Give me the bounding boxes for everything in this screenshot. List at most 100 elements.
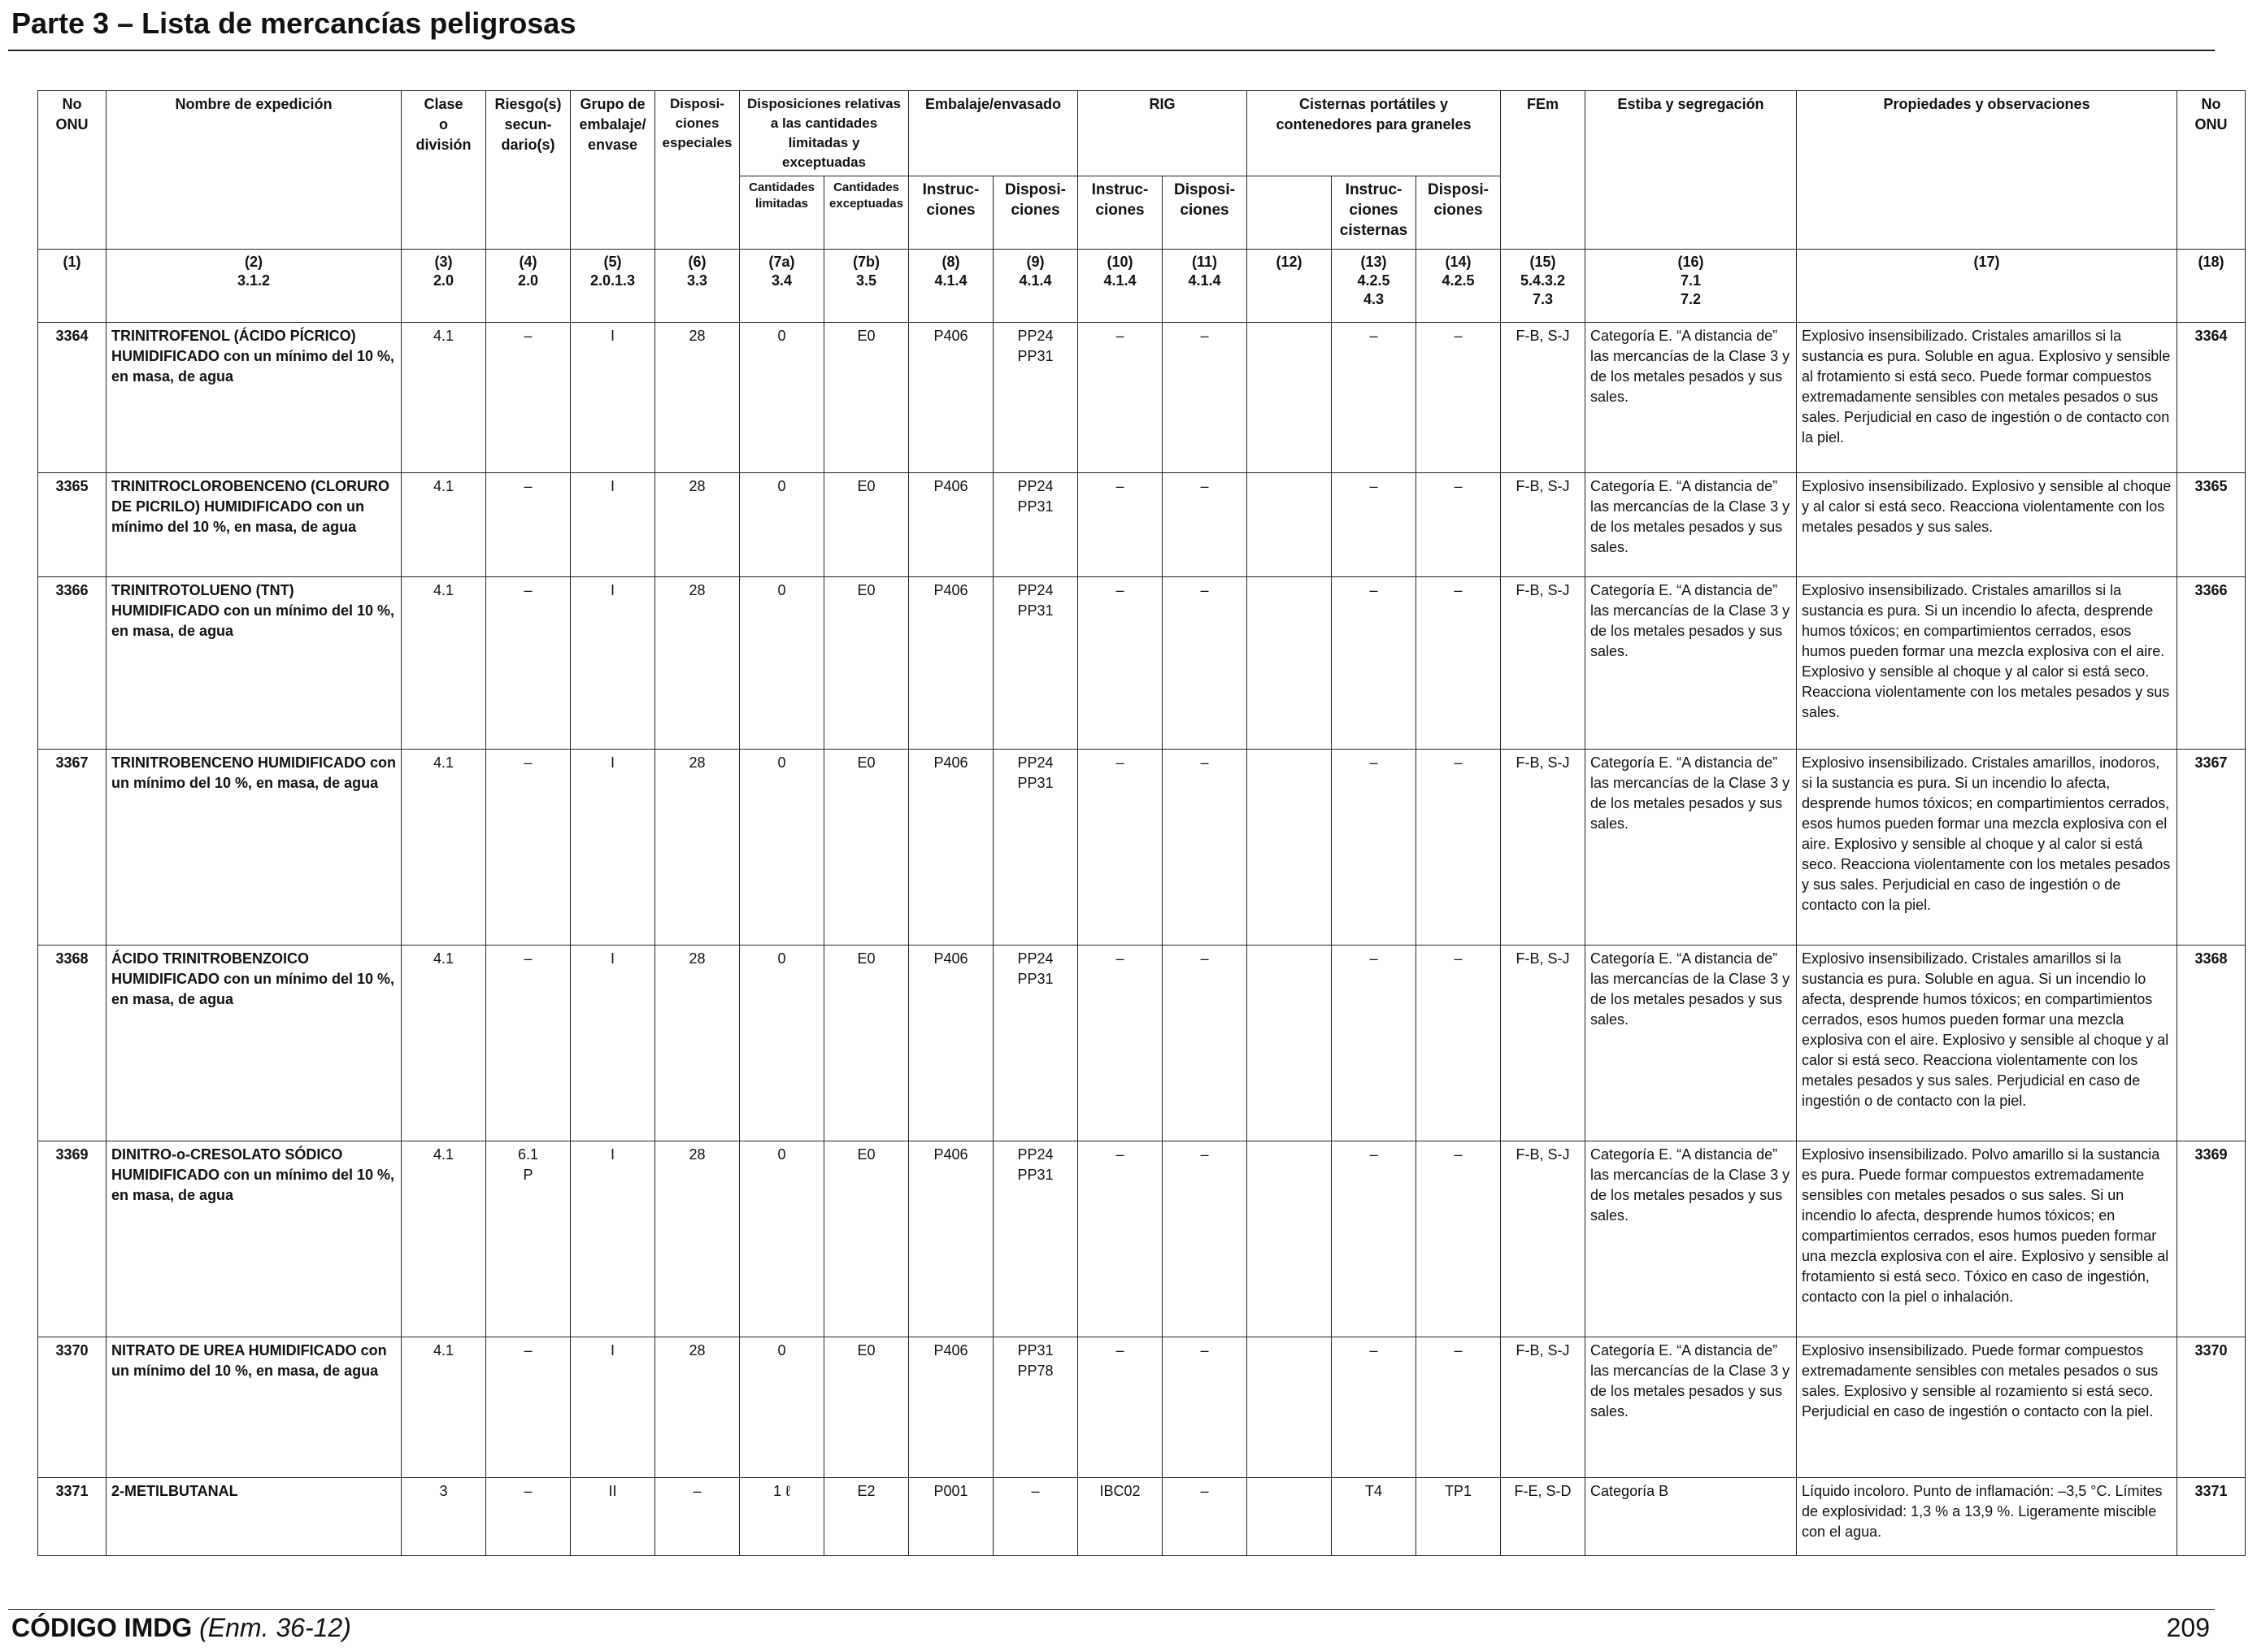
footer-code: CÓDIGO IMDG	[11, 1613, 193, 1642]
table-row: 3366 TRINITROTOLUENO (TNT) HUMIDIFICADO c…	[37, 576, 2246, 750]
column-12-cell	[1246, 749, 1333, 946]
tank-provision-cell: TP1	[1416, 1477, 1502, 1556]
col-header-tanks: Cisternas portátiles y contenedores para…	[1246, 90, 1502, 176]
bottom-rule	[8, 1609, 2215, 1610]
col-header-un-no-right: No ONU	[2177, 90, 2246, 250]
packing-group-cell: I	[570, 322, 655, 473]
packing-provision-cell: –	[993, 1477, 1078, 1556]
stowage-cell: Categoría E. “A distancia de” las mercan…	[1585, 1337, 1798, 1478]
column-12-cell	[1246, 472, 1333, 577]
properties-cell: Explosivo insensibilizado. Cristales ama…	[1796, 322, 2178, 473]
column-12-cell	[1246, 322, 1333, 473]
limited-quantity-cell: 0	[739, 945, 824, 1141]
class-cell: 4.1	[401, 749, 486, 946]
ibc-instruction-cell: –	[1077, 1337, 1163, 1478]
sub-risk-cell: –	[485, 945, 571, 1141]
footer-edition: (Enm. 36-12)	[199, 1613, 351, 1642]
shipping-name-bold: TRINITROCLOROBENCENO (CLORURO DE PICRILO…	[111, 478, 389, 515]
footer-title: CÓDIGO IMDG (Enm. 36-12)	[11, 1613, 351, 1643]
shipping-name-bold: DINITRO-o-CRESOLATO SÓDICO HUMIDIFICADO	[111, 1146, 343, 1183]
ibc-instruction-cell: –	[1077, 945, 1163, 1141]
ibc-instruction-cell: –	[1077, 322, 1163, 473]
special-provisions-cell: 28	[654, 322, 740, 473]
tank-provision-cell: –	[1416, 749, 1502, 946]
ref-cell: (8) 4.1.4	[908, 249, 994, 323]
un-number-right-cell: 3364	[2177, 322, 2246, 473]
ref-cell: (14) 4.2.5	[1416, 249, 1502, 323]
sub-risk-cell: –	[485, 472, 571, 577]
packing-instruction-cell: P406	[908, 1141, 994, 1337]
shipping-name-qualifier: con un mínimo del 10 %, en masa, de agua	[111, 754, 397, 791]
col-header-tank-prov: Disposi- ciones	[1416, 176, 1502, 250]
excepted-quantity-cell: E0	[824, 576, 909, 750]
table-row: 3369 DINITRO-o-CRESOLATO SÓDICO HUMIDIFIC…	[37, 1141, 2246, 1337]
un-number-right-cell: 3365	[2177, 472, 2246, 577]
column-12-cell	[1246, 1477, 1333, 1556]
shipping-name-qualifier: con un mínimo del 10 %, en masa, de agua	[111, 971, 395, 1007]
table-row: 3364 TRINITROFENOL (ÁCIDO PÍCRICO) HUMIDI…	[37, 322, 2246, 473]
sub-risk-cell: –	[485, 749, 571, 946]
shipping-name-cell: DINITRO-o-CRESOLATO SÓDICO HUMIDIFICADO …	[106, 1141, 402, 1337]
ibc-provision-cell: –	[1161, 576, 1248, 750]
column-12-cell	[1246, 1337, 1333, 1478]
ref-cell: (2) 3.1.2	[106, 249, 402, 323]
ems-cell: F-B, S-J	[1500, 1337, 1586, 1478]
top-rule	[8, 50, 2215, 51]
table-row: 3368 ÁCIDO TRINITROBENZOICO HUMIDIFICADO …	[37, 945, 2246, 1141]
properties-cell: Explosivo insensibilizado. Cristales ama…	[1796, 945, 2178, 1141]
ibc-instruction-cell: –	[1077, 1141, 1163, 1337]
ref-cell: (16) 7.1 7.2	[1585, 249, 1798, 323]
packing-provision-cell: PP24 PP31	[993, 322, 1078, 473]
special-provisions-cell: 28	[654, 472, 740, 577]
page-number: 209	[2166, 1613, 2210, 1642]
packing-instruction-cell: P406	[908, 576, 994, 750]
ems-cell: F-B, S-J	[1500, 472, 1586, 577]
dangerous-goods-table: No ONU Nombre de expedición Clase o divi…	[37, 90, 2246, 1556]
table-body: 3364 TRINITROFENOL (ÁCIDO PÍCRICO) HUMIDI…	[37, 322, 2246, 1556]
tank-instruction-cell: –	[1331, 576, 1417, 750]
col-header-special-provisions: Disposi- ciones especiales	[654, 90, 740, 250]
column-12-cell	[1246, 945, 1333, 1141]
tank-instruction-cell: –	[1331, 322, 1417, 473]
col-header-properties: Propiedades y observaciones	[1796, 90, 2178, 250]
sub-risk-cell: –	[485, 322, 571, 473]
ems-cell: F-B, S-J	[1500, 945, 1586, 1141]
col-header-class: Clase o división	[401, 90, 486, 250]
packing-instruction-cell: P406	[908, 945, 994, 1141]
shipping-name-cell: ÁCIDO TRINITROBENZOICO HUMIDIFICADO con …	[106, 945, 402, 1141]
ems-cell: F-E, S-D	[1500, 1477, 1586, 1556]
ref-cell: (12)	[1246, 249, 1333, 323]
shipping-name-bold: NITRATO DE UREA HUMIDIFICADO	[111, 1342, 357, 1359]
excepted-quantity-cell: E2	[824, 1477, 909, 1556]
ref-cell: (15) 5.4.3.2 7.3	[1500, 249, 1586, 323]
tank-instruction-cell: T4	[1331, 1477, 1417, 1556]
stowage-cell: Categoría E. “A distancia de” las mercan…	[1585, 1141, 1798, 1337]
properties-cell: Explosivo insensibilizado. Explosivo y s…	[1796, 472, 2178, 577]
col-header-sub-risk: Riesgo(s) secun- dario(s)	[485, 90, 571, 250]
table-row: 3367 TRINITROBENCENO HUMIDIFICADO con un …	[37, 749, 2246, 946]
shipping-name-qualifier: con un mínimo del 10 %, en masa, de agua	[111, 1167, 395, 1203]
un-number-cell: 3367	[37, 749, 107, 946]
packing-provision-cell: PP24 PP31	[993, 472, 1078, 577]
col-header-limited-excepted: Disposiciones relativas a las cantidades…	[739, 90, 909, 176]
tank-provision-cell: –	[1416, 1337, 1502, 1478]
limited-quantity-cell: 0	[739, 1141, 824, 1337]
ref-cell: (17)	[1796, 249, 2178, 323]
table-row: 3370 NITRATO DE UREA HUMIDIFICADO con un …	[37, 1337, 2246, 1478]
packing-group-cell: I	[570, 945, 655, 1141]
un-number-cell: 3369	[37, 1141, 107, 1337]
shipping-name-bold: TRINITROTOLUENO (TNT) HUMIDIFICADO	[111, 582, 294, 619]
class-cell: 4.1	[401, 576, 486, 750]
col-header-ibc: RIG	[1076, 90, 1248, 176]
packing-provision-cell: PP31 PP78	[993, 1337, 1078, 1478]
un-number-right-cell: 3371	[2177, 1477, 2246, 1556]
packing-group-cell: I	[570, 576, 655, 750]
packing-group-cell: I	[570, 472, 655, 577]
packing-provision-cell: PP24 PP31	[993, 945, 1078, 1141]
packing-instruction-cell: P406	[908, 322, 994, 473]
tank-provision-cell: –	[1416, 945, 1502, 1141]
packing-provision-cell: PP24 PP31	[993, 576, 1078, 750]
properties-cell: Líquido incoloro. Punto de inflamación: …	[1796, 1477, 2178, 1556]
un-number-cell: 3364	[37, 322, 107, 473]
col-header-empty-12	[1246, 176, 1333, 250]
